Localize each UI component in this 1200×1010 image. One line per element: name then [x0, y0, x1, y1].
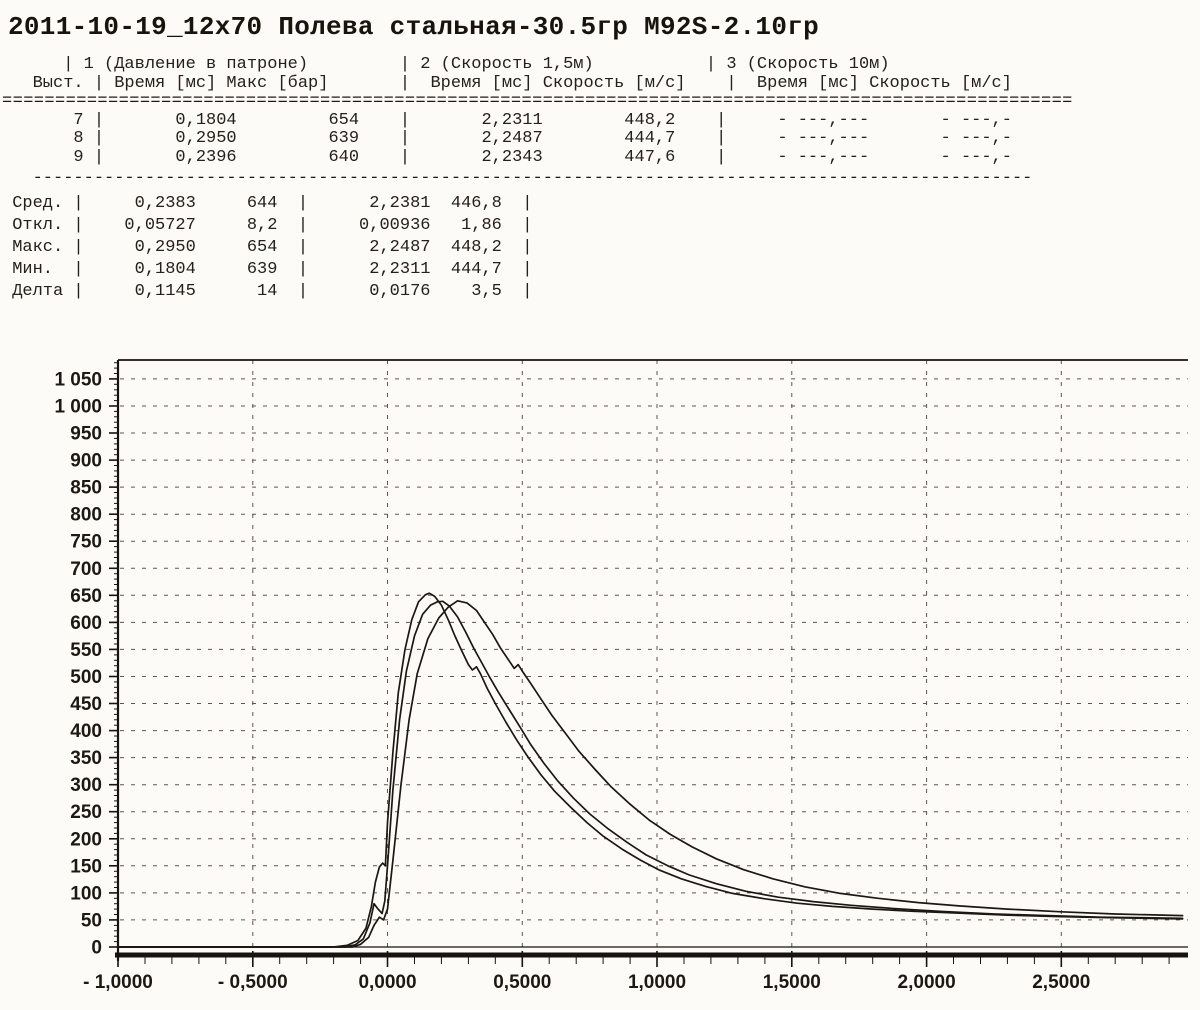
- svg-text:350: 350: [70, 748, 102, 769]
- svg-text:1,0000: 1,0000: [628, 972, 686, 993]
- table-row-stddev: Откл. | 0,05727 8,2 | 0,00936 1,86 |: [2, 215, 533, 235]
- pressure-time-chart: 0 50 100 150 200 250 300 350 400 450 500 550 600 650 7…: [30, 342, 1200, 1007]
- pressure-curve-shot-7: [117, 592, 1184, 948]
- svg-text:2,5000: 2,5000: [1032, 972, 1090, 993]
- svg-text:0,0000: 0,0000: [358, 972, 416, 993]
- svg-text:- 1,0000: - 1,0000: [83, 972, 153, 993]
- svg-text:1 000: 1 000: [54, 397, 102, 418]
- svg-text:400: 400: [70, 721, 102, 742]
- svg-text:50: 50: [81, 910, 102, 931]
- table-column-header-line: Выст. | Время [мс] Макс [бар] | Время [м…: [2, 73, 1012, 93]
- svg-text:300: 300: [70, 775, 102, 796]
- svg-text:950: 950: [70, 424, 102, 445]
- table-row-shot-9: 9 | 0,2396 640 | 2,2343 447,6 | - ---,--…: [2, 147, 1012, 167]
- table-group-header-line: | 1 (Давление в патроне) | 2 (Скорость 1…: [2, 55, 890, 74]
- svg-text:- 0,5000: - 0,5000: [218, 972, 288, 993]
- svg-text:900: 900: [70, 451, 102, 472]
- svg-text:500: 500: [70, 667, 102, 688]
- svg-text:250: 250: [70, 802, 102, 823]
- svg-text:200: 200: [70, 829, 102, 850]
- svg-text:150: 150: [70, 856, 102, 877]
- svg-text:700: 700: [70, 559, 102, 580]
- table-row-mean: Сред. | 0,2383 644 | 2,2381 446,8 |: [2, 193, 533, 213]
- table-row-shot-8: 8 | 0,2950 639 | 2,2487 444,7 | - ---,--…: [2, 129, 1012, 148]
- svg-text:1 050: 1 050: [54, 369, 102, 390]
- svg-text:850: 850: [70, 478, 102, 499]
- svg-text:550: 550: [70, 640, 102, 661]
- svg-text:800: 800: [70, 505, 102, 526]
- svg-text:1,5000: 1,5000: [763, 972, 821, 993]
- table-row-min: Мин. | 0,1804 639 | 2,2311 444,7 |: [2, 260, 533, 280]
- results-table: | 1 (Давление в патроне) | 2 (Скорость 1…: [2, 55, 1200, 303]
- pressure-curve-shot-9: [117, 599, 1184, 948]
- svg-text:0,5000: 0,5000: [493, 972, 551, 993]
- svg-text:750: 750: [70, 532, 102, 553]
- table-separator-double: ========================================…: [2, 92, 1073, 111]
- pressure-time-chart-svg: 0 50 100 150 200 250 300 350 400 450 500 550 600 650 7…: [54, 359, 1188, 993]
- svg-text:600: 600: [70, 613, 102, 634]
- table-row-delta: Делта | 0,1145 14 | 0,0176 3,5 |: [2, 282, 533, 302]
- pressure-curve-shot-8: [117, 600, 1184, 948]
- svg-text:2,0000: 2,0000: [898, 972, 956, 993]
- svg-text:450: 450: [70, 694, 102, 715]
- svg-text:100: 100: [70, 883, 102, 904]
- report-title: 2011-10-19_12x70 Полева стальная-30.5гр …: [8, 12, 820, 42]
- svg-text:650: 650: [70, 586, 102, 607]
- svg-text:0: 0: [91, 938, 102, 959]
- table-row-shot-7: 7 | 0,1804 654 | 2,2311 448,2 | - ---,--…: [2, 110, 1012, 130]
- table-row-max: Макс. | 0,2950 654 | 2,2487 448,2 |: [2, 237, 533, 257]
- table-separator-dashed: ----------------------------------------…: [2, 169, 1033, 188]
